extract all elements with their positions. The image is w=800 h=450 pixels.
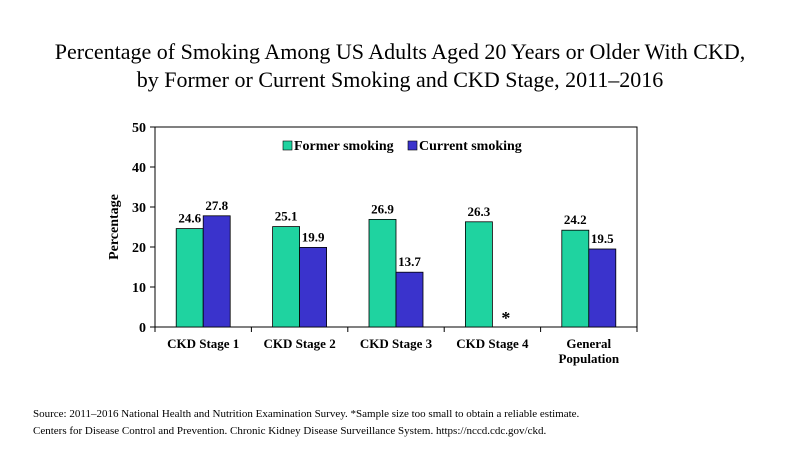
bar-chart: 0 10 20 30 40 50 Percentage 24.6 27.8 CKD Stage 1… xyxy=(107,121,638,366)
bar-former xyxy=(175,228,204,328)
data-label: 25.1 xyxy=(275,209,298,224)
legend-swatch-current xyxy=(407,140,418,151)
x-tick-label: CKD Stage 4 xyxy=(456,336,529,351)
y-tick-label: 20 xyxy=(132,241,146,256)
x-tick-label: Population xyxy=(558,351,619,366)
chart-title: Percentage of Smoking Among US Adults Ag… xyxy=(0,38,800,94)
bar-former xyxy=(272,226,301,328)
data-label-asterisk: * xyxy=(501,308,510,328)
source-note: Source: 2011–2016 National Health and Nu… xyxy=(33,406,579,440)
y-tick-label: 50 xyxy=(132,121,146,136)
y-tick-label: 40 xyxy=(132,161,146,176)
bar-current xyxy=(202,215,231,328)
legend-swatch-former xyxy=(282,140,293,151)
data-label: 24.6 xyxy=(178,211,201,226)
data-label: 19.5 xyxy=(591,231,614,246)
bar-current xyxy=(395,271,424,328)
chart-title-line-2: by Former or Current Smoking and CKD Sta… xyxy=(136,67,664,92)
chart-title-line-1: Percentage of Smoking Among US Adults Ag… xyxy=(54,39,746,64)
bar-current xyxy=(299,246,328,328)
y-tick-label: 30 xyxy=(132,201,146,216)
bar-current xyxy=(588,248,617,328)
bar-former xyxy=(368,218,397,328)
legend-label-current: Current smoking xyxy=(419,139,522,154)
data-label: 19.9 xyxy=(302,229,325,244)
data-label: 13.7 xyxy=(398,254,421,269)
x-tick-label: General xyxy=(566,336,611,351)
y-tick-label: 10 xyxy=(132,281,146,296)
bar-former xyxy=(561,229,590,328)
source-line-2: Centers for Disease Control and Preventi… xyxy=(33,425,547,437)
data-label: 24.2 xyxy=(564,212,587,227)
y-axis-label: Percentage xyxy=(107,194,122,260)
data-label: 27.8 xyxy=(205,198,228,213)
source-line-1: Source: 2011–2016 National Health and Nu… xyxy=(33,408,580,420)
data-label: 26.9 xyxy=(371,201,394,216)
legend-label-former: Former smoking xyxy=(294,139,394,154)
data-label: 26.3 xyxy=(468,204,491,219)
y-tick-label: 0 xyxy=(139,321,146,336)
bar-former xyxy=(464,221,493,328)
x-tick-label: CKD Stage 3 xyxy=(360,336,433,351)
x-tick-label: CKD Stage 2 xyxy=(263,336,335,351)
x-tick-label: CKD Stage 1 xyxy=(167,336,239,351)
